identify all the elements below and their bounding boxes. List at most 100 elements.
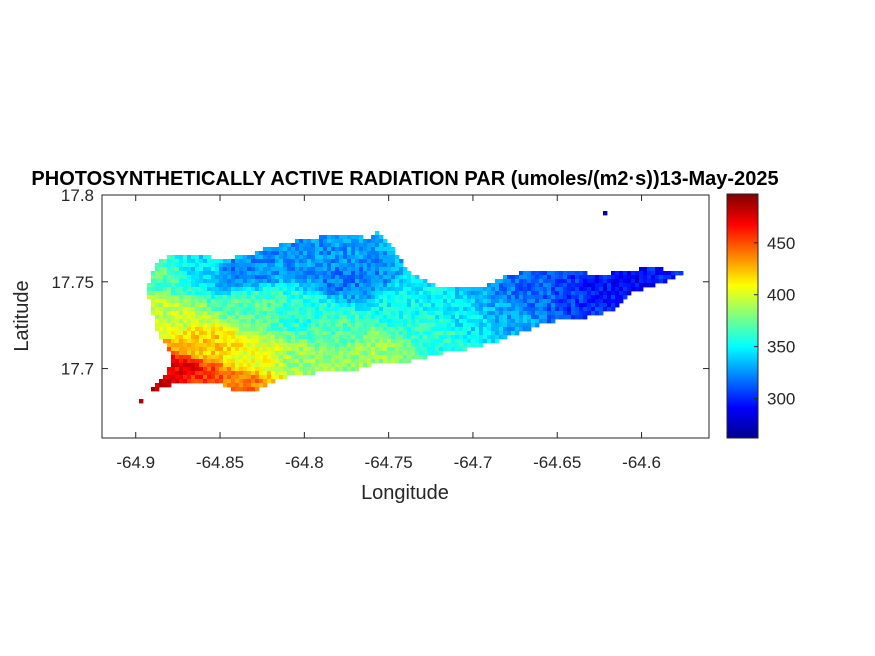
heatmap-cell <box>487 283 492 288</box>
heatmap-cell <box>499 287 504 292</box>
heatmap-cell <box>203 323 208 328</box>
heatmap-cell <box>287 363 292 368</box>
heatmap-cell <box>307 343 312 348</box>
heatmap-cell <box>259 275 264 280</box>
heatmap-cell <box>291 315 296 320</box>
heatmap-cell <box>503 307 508 312</box>
heatmap-cell <box>551 275 556 280</box>
heatmap-cell <box>167 327 172 332</box>
heatmap-cell <box>435 307 440 312</box>
heatmap-cell <box>439 347 444 352</box>
heatmap-cell <box>211 375 216 380</box>
heatmap-cell <box>175 355 180 360</box>
heatmap-cell <box>239 283 244 288</box>
heatmap-cell <box>167 315 172 320</box>
heatmap-cell <box>379 355 384 360</box>
heatmap-cell <box>407 339 412 344</box>
heatmap-cell <box>363 239 368 244</box>
heatmap-cell <box>283 331 288 336</box>
heatmap-cell <box>411 331 416 336</box>
heatmap-cell <box>199 259 204 264</box>
heatmap-cell <box>175 271 180 276</box>
heatmap-cell <box>479 303 484 308</box>
heatmap-cell <box>371 251 376 256</box>
heatmap-cell <box>507 275 512 280</box>
heatmap-cell <box>395 299 400 304</box>
heatmap-cell <box>311 279 316 284</box>
heatmap-cell <box>475 319 480 324</box>
heatmap-cell <box>311 287 316 292</box>
heatmap-cell <box>215 291 220 296</box>
heatmap-cell <box>435 315 440 320</box>
heatmap-cell <box>199 323 204 328</box>
heatmap-cell <box>351 279 356 284</box>
heatmap-cell <box>627 279 632 284</box>
heatmap-cell <box>239 383 244 388</box>
heatmap-cell <box>251 311 256 316</box>
heatmap-cell <box>375 283 380 288</box>
heatmap-cell <box>371 239 376 244</box>
heatmap-cell <box>183 279 188 284</box>
heatmap-cell <box>495 335 500 340</box>
heatmap-cell <box>447 311 452 316</box>
heatmap-cell <box>163 331 168 336</box>
heatmap-cell <box>239 359 244 364</box>
heatmap-cell <box>375 355 380 360</box>
heatmap-cell <box>619 271 624 276</box>
heatmap-cell <box>343 323 348 328</box>
heatmap-cell <box>411 319 416 324</box>
heatmap-cell <box>219 379 224 384</box>
heatmap-cell <box>379 279 384 284</box>
heatmap-cell <box>395 291 400 296</box>
heatmap-cell <box>391 323 396 328</box>
heatmap-cell <box>195 275 200 280</box>
heatmap-cell <box>267 339 272 344</box>
heatmap-cell <box>279 263 284 268</box>
heatmap-cell <box>199 335 204 340</box>
heatmap-cell <box>307 335 312 340</box>
heatmap-cell <box>195 367 200 372</box>
heatmap-cell <box>567 291 572 296</box>
heatmap-cell <box>151 299 156 304</box>
heatmap-cell <box>411 279 416 284</box>
heatmap-cell <box>467 307 472 312</box>
heatmap-cell <box>571 291 576 296</box>
heatmap-cell <box>243 267 248 272</box>
heatmap-cell <box>171 371 176 376</box>
heatmap-cell <box>319 343 324 348</box>
heatmap-cell <box>347 327 352 332</box>
heatmap-cell <box>179 263 184 268</box>
heatmap-cell <box>283 255 288 260</box>
heatmap-cell <box>339 275 344 280</box>
heatmap-cell <box>295 303 300 308</box>
heatmap-cell <box>303 287 308 292</box>
heatmap-cell <box>331 251 336 256</box>
heatmap-cell <box>303 347 308 352</box>
heatmap-cell <box>603 279 608 284</box>
heatmap-cell <box>243 283 248 288</box>
heatmap-cell <box>299 295 304 300</box>
heatmap-cell <box>171 335 176 340</box>
heatmap-cell <box>315 263 320 268</box>
heatmap-cell <box>383 295 388 300</box>
heatmap-cell <box>415 299 420 304</box>
heatmap-cell <box>191 271 196 276</box>
heatmap-cell <box>535 283 540 288</box>
heatmap-cell <box>363 311 368 316</box>
heatmap-cell <box>371 287 376 292</box>
heatmap-cell <box>295 367 300 372</box>
heatmap-cell <box>191 291 196 296</box>
heatmap-cell <box>295 243 300 248</box>
heatmap-cell <box>327 303 332 308</box>
heatmap-cell <box>467 331 472 336</box>
heatmap-cell <box>299 367 304 372</box>
heatmap-cell <box>263 291 268 296</box>
heatmap-cell <box>451 323 456 328</box>
heatmap-cell <box>403 323 408 328</box>
heatmap-cell <box>203 271 208 276</box>
heatmap-cell <box>283 375 288 380</box>
heatmap-cell <box>487 331 492 336</box>
heatmap-cell <box>451 299 456 304</box>
heatmap-cell <box>219 319 224 324</box>
heatmap-cell <box>335 363 340 368</box>
